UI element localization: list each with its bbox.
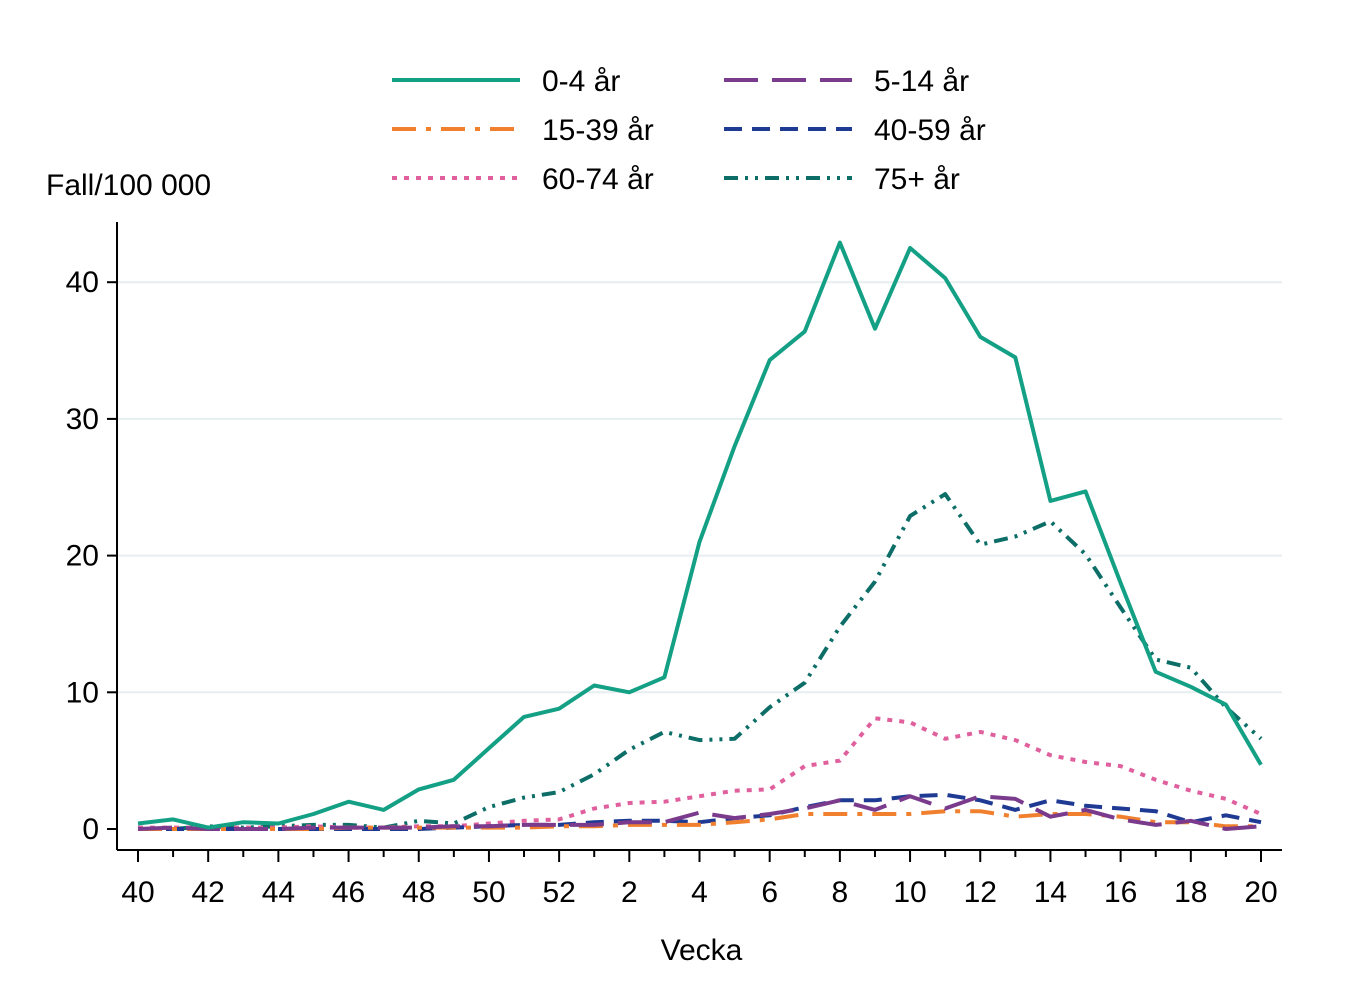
x-ticks: 40 42 44 46 48 50 52 2 4 6 8 10 12 14 16 18 20 — [121, 850, 1278, 909]
x-axis-title: Vecka — [661, 934, 743, 967]
legend-label-1: 5-14 år — [874, 65, 969, 98]
x-tick-label-50: 50 — [472, 876, 505, 909]
x-tick-label-20: 20 — [1244, 876, 1277, 909]
y-tick-label-40: 40 — [66, 266, 99, 299]
x-tick-label-8: 8 — [832, 876, 849, 909]
x-tick-label-18: 18 — [1174, 876, 1207, 909]
x-tick-label-4: 4 — [691, 876, 708, 909]
x-tick-label-46: 46 — [332, 876, 365, 909]
y-axis-title: Fall/100 000 — [46, 169, 211, 202]
series-line-0 — [137, 240, 1263, 830]
legend-label-0: 0-4 år — [542, 65, 620, 98]
x-tick-label-2: 2 — [621, 876, 638, 909]
series-line-2 — [138, 809, 1261, 831]
x-tick-label-16: 16 — [1104, 876, 1137, 909]
y-ticks: 0 10 20 30 40 — [66, 266, 117, 846]
series-line-3 — [138, 792, 1262, 831]
legend: 0-4 år 5-14 år 15-39 år 40-59 år 60-74 år 75+… — [392, 65, 986, 196]
x-tick-label-6: 6 — [761, 876, 778, 909]
y-tick-label-30: 30 — [66, 403, 99, 436]
x-tick-label-40: 40 — [121, 876, 154, 909]
x-tick-label-10: 10 — [893, 876, 926, 909]
x-tick-label-44: 44 — [262, 876, 295, 909]
axes — [116, 222, 1282, 851]
x-tick-label-48: 48 — [402, 876, 435, 909]
series-line-5 — [138, 492, 1263, 831]
legend-label-3: 40-59 år — [874, 114, 986, 147]
legend-label-4: 60-74 år — [542, 163, 654, 196]
legend-label-2: 15-39 år — [542, 114, 654, 147]
series-lines — [137, 240, 1263, 831]
y-tick-label-0: 0 — [82, 813, 99, 846]
legend-label-5: 75+ år — [874, 163, 960, 196]
gridlines — [117, 281, 1282, 694]
series-line-4 — [138, 716, 1262, 830]
y-tick-label-20: 20 — [66, 540, 99, 573]
x-tick-label-42: 42 — [192, 876, 225, 909]
y-tick-label-10: 10 — [66, 676, 99, 709]
x-tick-label-12: 12 — [964, 876, 997, 909]
x-tick-label-14: 14 — [1034, 876, 1067, 909]
x-tick-label-52: 52 — [542, 876, 575, 909]
